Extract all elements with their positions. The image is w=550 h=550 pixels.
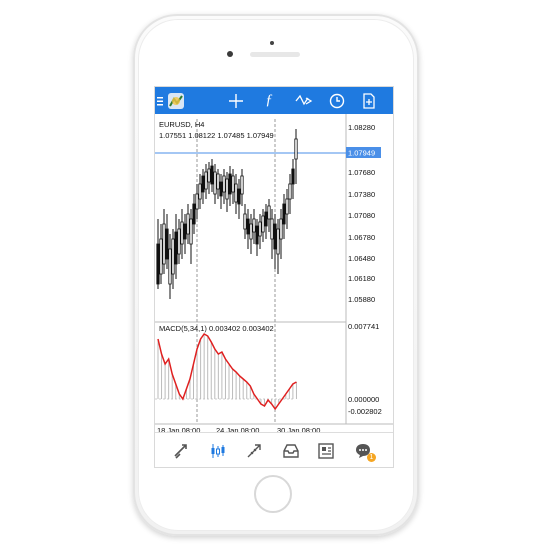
crosshair-icon[interactable] xyxy=(225,90,247,111)
macd-tick: 0.000000 xyxy=(348,395,379,404)
candle-body xyxy=(240,175,244,195)
time-tick: 30 Jan 08:00 xyxy=(277,426,320,432)
front-camera xyxy=(227,51,233,57)
chart-icon[interactable] xyxy=(206,439,230,463)
price-tick: 1.06780 xyxy=(348,233,375,242)
price-chart[interactable]: EURUSD, H4 1.07551 1.08122 1.07485 1.079… xyxy=(155,114,393,432)
candle-body xyxy=(210,165,214,185)
home-button[interactable] xyxy=(254,475,292,513)
price-tick: 1.07080 xyxy=(348,211,375,220)
candle-body xyxy=(222,175,226,193)
time-axis: 18 Jan 08:00 24 Jan 08:00 30 Jan 08:00 xyxy=(157,426,320,432)
messages-badge: 1 xyxy=(367,453,376,462)
candle-body xyxy=(225,178,229,200)
candle-body xyxy=(183,223,187,240)
macd-axis: 0.007741 0.000000 -0.002802 xyxy=(348,322,382,416)
candle-body xyxy=(294,138,298,160)
candle-body xyxy=(291,168,295,185)
menu-icon[interactable] xyxy=(155,90,165,111)
price-tick: 1.07380 xyxy=(348,190,375,199)
candle-body xyxy=(201,175,205,193)
candle-body xyxy=(282,203,286,225)
messages-icon[interactable]: 1 xyxy=(351,439,376,463)
candle-body xyxy=(273,223,277,250)
candle-body xyxy=(267,205,271,220)
candle-body xyxy=(252,218,256,233)
price-tick: 1.06480 xyxy=(348,254,375,263)
candle-body xyxy=(264,211,268,227)
candle-body xyxy=(243,213,247,230)
history-icon[interactable] xyxy=(279,439,303,463)
candle-body xyxy=(177,228,181,255)
trade-icon[interactable] xyxy=(242,439,266,463)
macd-label: MACD(5,34,1) 0.003402 0.003402 xyxy=(159,324,274,333)
price-tick: 1.05880 xyxy=(348,295,375,304)
candle-body xyxy=(237,188,241,205)
candle-body xyxy=(198,183,202,200)
candle-body xyxy=(165,228,169,260)
top-toolbar: ƒ xyxy=(155,87,393,114)
candle-body xyxy=(162,223,166,265)
price-tick: 1.07680 xyxy=(348,168,375,177)
candle-body xyxy=(195,193,199,210)
candle-body xyxy=(216,173,220,190)
macd-signal-line xyxy=(157,333,297,411)
candle-body xyxy=(228,173,232,195)
app-logo-icon[interactable] xyxy=(165,90,187,111)
time-tick: 24 Jan 08:00 xyxy=(216,426,259,432)
candle-body xyxy=(213,171,217,195)
candle-body xyxy=(288,183,292,200)
macd-tick: 0.007741 xyxy=(348,322,379,331)
candle-body xyxy=(219,181,223,197)
candle-body xyxy=(180,221,184,245)
news-icon[interactable] xyxy=(314,439,338,463)
candle-body xyxy=(159,238,163,275)
clock-icon[interactable] xyxy=(326,90,348,111)
candle-body xyxy=(171,238,175,275)
candle-body xyxy=(231,175,235,193)
symbol-label: EURUSD, H4 xyxy=(159,120,204,129)
candle-body xyxy=(285,198,289,215)
candle-body xyxy=(261,215,265,233)
current-price-tag xyxy=(346,147,381,158)
candle-body xyxy=(258,221,262,237)
quotes-icon[interactable] xyxy=(169,439,193,463)
time-tick: 18 Jan 08:00 xyxy=(157,426,200,432)
current-price-value: 1.07949 xyxy=(348,149,375,158)
candle-body xyxy=(246,218,250,235)
candle-body xyxy=(186,213,190,235)
candle-body xyxy=(276,228,280,255)
proximity-sensor xyxy=(270,41,274,45)
add-document-icon[interactable] xyxy=(358,90,380,111)
candle-body xyxy=(189,218,193,245)
price-tick: 1.08280 xyxy=(348,123,375,132)
earpiece-speaker xyxy=(250,52,300,57)
candle-body xyxy=(204,171,208,190)
candle-body xyxy=(168,248,172,285)
candle-body xyxy=(174,231,178,265)
candle-body xyxy=(234,183,238,203)
candle-body xyxy=(249,223,253,240)
function-icon[interactable]: ƒ xyxy=(265,92,273,108)
price-tick: 1.06180 xyxy=(348,274,375,283)
candle-body xyxy=(279,218,283,240)
candlesticks xyxy=(156,129,298,299)
candle-body xyxy=(156,243,160,285)
candle-body xyxy=(207,168,211,183)
candle-body xyxy=(255,225,259,245)
ohlc-values: 1.07551 1.08122 1.07485 1.07949 xyxy=(159,131,274,140)
app-screen: ƒ EURUSD, H4 1.07551 1.08122 1.07485 1.0… xyxy=(155,87,393,467)
macd-tick: -0.002802 xyxy=(348,407,382,416)
objects-icon[interactable] xyxy=(293,90,315,111)
candle-body xyxy=(270,218,274,240)
candle-body xyxy=(192,203,196,225)
bottom-navigation: 1 xyxy=(155,432,393,467)
